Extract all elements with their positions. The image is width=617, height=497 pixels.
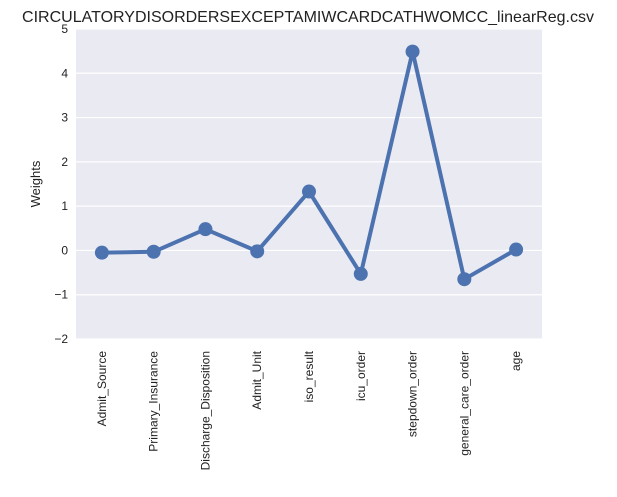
- data-point: [250, 244, 265, 259]
- series-points: [94, 44, 524, 287]
- y-tick-label: 0: [61, 243, 68, 257]
- data-point: [198, 222, 213, 237]
- data-point: [302, 184, 316, 199]
- x-tick-label: icu_order: [354, 351, 368, 401]
- data-point: [353, 266, 368, 281]
- x-axis-ticks: Admit_Source Primary_Insurance Discharge_D…: [95, 350, 523, 470]
- data-point: [405, 44, 420, 59]
- x-tick-label: Admit_Source: [95, 351, 109, 427]
- y-tick-label: 3: [61, 111, 68, 125]
- x-tick-label: Primary_Insurance: [147, 351, 161, 452]
- y-axis-ticks: 5 4 3 2 1 0 −1 −2: [54, 22, 68, 346]
- y-tick-label: 5: [61, 22, 68, 36]
- x-tick-label: age: [509, 351, 523, 371]
- y-tick-label: 2: [61, 155, 68, 169]
- data-point: [94, 245, 109, 260]
- y-tick-label: 1: [61, 199, 68, 213]
- data-point: [457, 272, 472, 287]
- x-tick-label: Discharge_Disposition: [198, 351, 212, 470]
- x-tick-label: stepdown_order: [406, 351, 420, 437]
- y-axis-label: Weights: [28, 160, 43, 207]
- plot-background: [76, 29, 542, 339]
- data-point: [146, 244, 161, 259]
- chart-title: CIRCULATORYDISORDERSEXCEPTAMIWCARDCATHWO…: [22, 9, 594, 26]
- x-tick-label: iso_result: [302, 350, 316, 402]
- data-point: [509, 242, 524, 257]
- y-tick-label: −1: [54, 288, 68, 302]
- y-tick-label: −2: [54, 332, 68, 346]
- x-tick-label: general_care_order: [457, 351, 471, 456]
- y-tick-label: 4: [61, 66, 68, 80]
- x-tick-label: Admit_Unit: [250, 350, 264, 409]
